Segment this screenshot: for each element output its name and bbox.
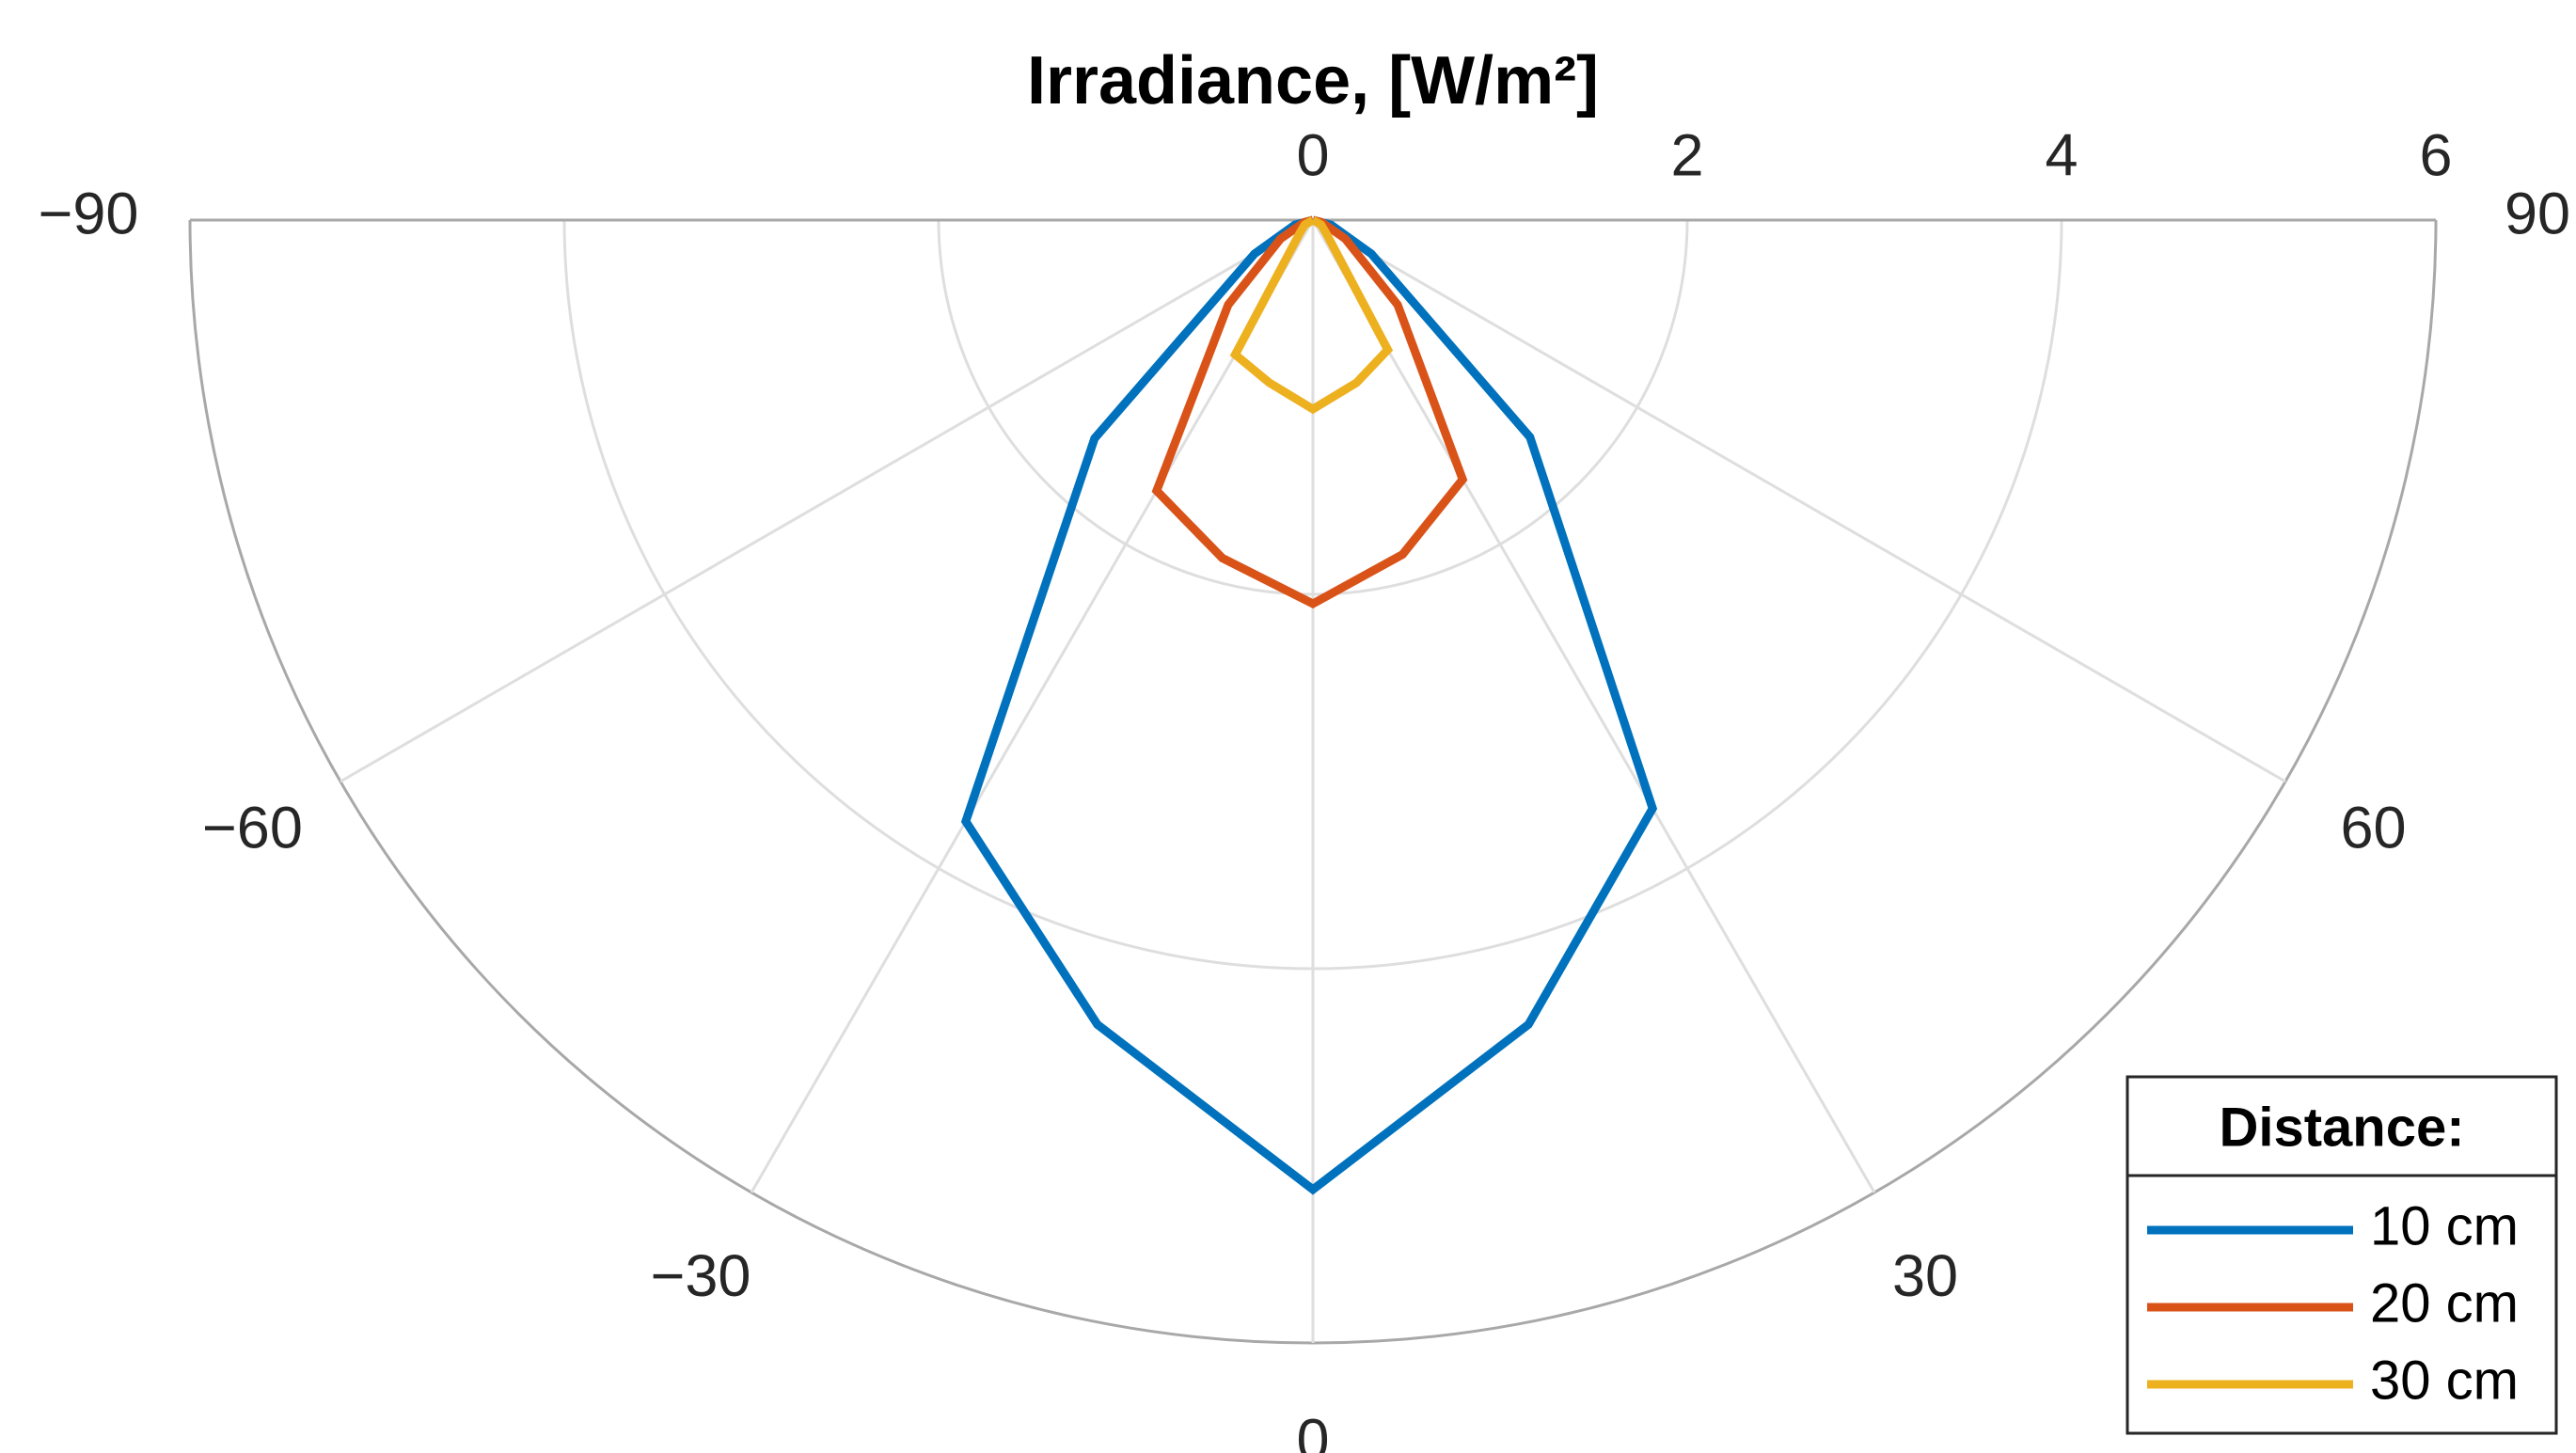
chart-title: Irradiance, [W/m²] (1027, 43, 1599, 118)
theta-tick-label: −90 (39, 182, 139, 247)
legend-label: 30 cm (2370, 1350, 2519, 1411)
series-line (1229, 216, 1394, 415)
grid-line (1311, 219, 1876, 1193)
theta-tick-label: 90 (2505, 182, 2570, 247)
legend-title: Distance: (2219, 1097, 2464, 1158)
grid: 0 2 4 6 −90 −60 −30 0 30 60 90 (39, 123, 2570, 1453)
theta-tick-label: 0 (1296, 1408, 1329, 1453)
plot-lines (960, 215, 1658, 1195)
theta-tick-label: −60 (202, 796, 303, 861)
legend-box (2126, 1075, 2558, 1435)
legend: Distance: 10 cm 20 cm 30 cm (2126, 1075, 2558, 1435)
theta-tick-label: −30 (651, 1243, 751, 1309)
grid-line (1312, 218, 2286, 783)
r-tick-label: 0 (1296, 123, 1329, 189)
theta-tick-label: 30 (1892, 1243, 1958, 1309)
r-tick-label: 6 (2419, 123, 2452, 189)
grid-line (340, 218, 1314, 783)
theta-tick-label: 60 (2341, 796, 2407, 861)
legend-label: 10 cm (2370, 1195, 2519, 1256)
grid-line (750, 219, 1315, 1193)
r-tick-label: 2 (1670, 123, 1703, 189)
r-tick-label: 4 (2045, 123, 2078, 189)
legend-label: 20 cm (2370, 1272, 2519, 1334)
series-line (960, 215, 1658, 1195)
series-line (1151, 215, 1468, 609)
